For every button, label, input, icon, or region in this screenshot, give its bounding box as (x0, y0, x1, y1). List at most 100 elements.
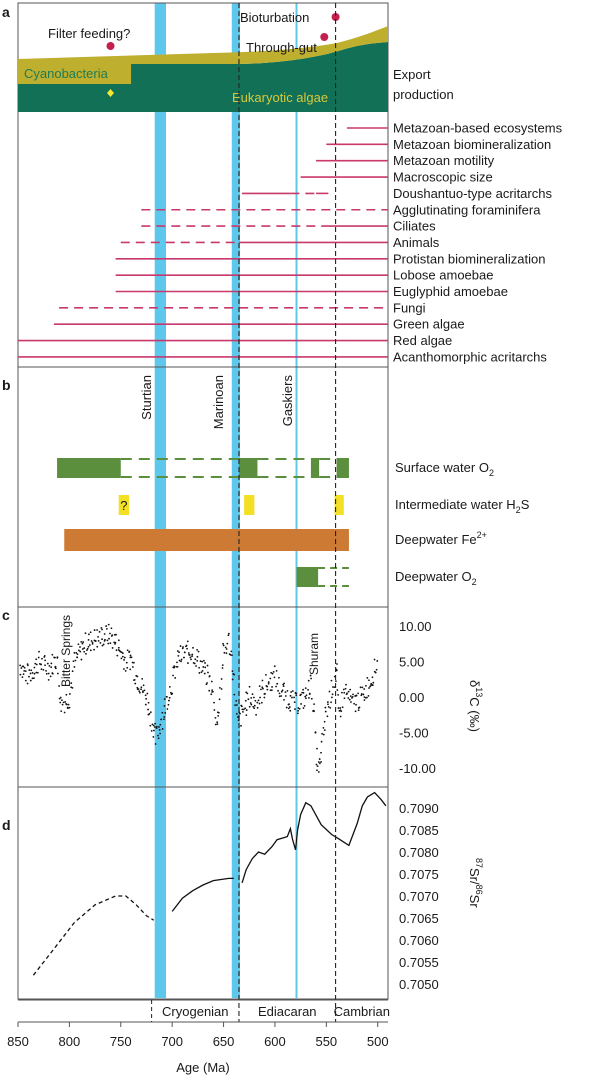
isotope-point (255, 713, 257, 716)
isotope-point (226, 642, 229, 645)
isotope-point (318, 758, 321, 760)
isotope-point (42, 668, 45, 671)
isotope-point (285, 706, 288, 709)
isotope-point (245, 691, 248, 694)
isotope-point (257, 699, 260, 702)
isotope-point (44, 659, 47, 662)
isotope-point (178, 659, 181, 662)
isotope-point (341, 691, 343, 694)
cyanobacteria-lower-area (18, 64, 132, 84)
isotope-point (144, 694, 147, 697)
isotope-point (310, 697, 313, 700)
sr-curve-ediacaran (241, 791, 387, 883)
isotope-point (140, 686, 143, 689)
isotope-point (31, 677, 34, 680)
eukaryotic-algae-label: Eukaryotic algae (232, 90, 328, 105)
isotope-point (120, 657, 123, 660)
isotope-point (68, 693, 71, 695)
isotope-point (64, 701, 67, 703)
isotope-point (242, 708, 245, 711)
isotope-point (375, 668, 378, 671)
isotope-point (302, 688, 305, 691)
isotope-point (152, 724, 155, 727)
isotope-point (71, 686, 74, 689)
isotope-point (275, 685, 277, 688)
isotope-point (340, 710, 343, 713)
isotope-point (327, 705, 330, 708)
isotope-point (100, 626, 103, 629)
isotope-point (259, 696, 262, 699)
isotope-point (291, 696, 293, 699)
dot-label-1: Bioturbation (240, 10, 309, 25)
isotope-point (256, 701, 259, 704)
isotope-point (91, 642, 94, 645)
figure-overlay-layer: a b c d (2, 3, 337, 1022)
isotope-point (27, 664, 29, 667)
isotope-point (145, 697, 148, 700)
isotope-point (138, 690, 141, 693)
isotope-point (304, 695, 307, 698)
isotope-point (176, 661, 178, 664)
isotope-point (148, 712, 151, 715)
isotope-point (176, 665, 179, 668)
sr-curve-dashed (32, 895, 155, 976)
isotope-point (277, 689, 279, 692)
isotope-point (22, 673, 25, 675)
isotope-point (270, 671, 273, 674)
d-ytick-label: 0.7090 (399, 801, 439, 816)
isotope-point (254, 699, 257, 702)
isotope-point (353, 702, 356, 705)
glaciation-name-gaskiers: Gaskiers (280, 375, 295, 427)
isotope-point (320, 751, 322, 754)
isotope-point (147, 708, 149, 711)
label-fragment: Deepwater O (395, 569, 472, 584)
isotope-point (327, 703, 329, 706)
isotope-point (171, 692, 174, 695)
isotope-point (45, 672, 48, 675)
isotope-point (33, 672, 36, 675)
range-label: Euglyphid amoebae (393, 284, 508, 299)
label-fragment: δ (467, 680, 482, 687)
glaciation-name-marinoan: Marinoan (211, 375, 226, 429)
isotope-point (318, 762, 321, 765)
c-ytick-label: 0.00 (399, 690, 424, 705)
isotope-point (89, 631, 92, 634)
isotope-point (96, 629, 98, 631)
isotope-point (328, 690, 331, 693)
isotope-point (315, 763, 318, 766)
isotope-point (20, 667, 23, 669)
isotope-point (93, 629, 96, 631)
export-label-line1: Export (393, 67, 431, 82)
isotope-point (316, 765, 319, 768)
d-ytick-label: 0.7050 (399, 977, 439, 992)
isotope-point (286, 689, 289, 692)
isotope-point (233, 673, 236, 676)
export-label-line2: production (393, 87, 454, 102)
x-tick-label: 500 (367, 1034, 389, 1049)
isotope-point (242, 711, 244, 713)
isotope-point (152, 736, 155, 738)
isotope-point (307, 688, 309, 691)
isotope-point (56, 672, 59, 675)
isotope-point (335, 680, 337, 683)
isotope-point (141, 677, 144, 680)
isotope-point (167, 703, 170, 706)
isotope-point (297, 709, 300, 712)
panel-d-frame (17, 786, 389, 1000)
sr-curve-cryogenian (171, 877, 234, 912)
isotope-point (63, 711, 66, 714)
isotope-point (109, 632, 111, 635)
isotope-point (245, 709, 248, 711)
isotope-point (201, 660, 204, 663)
figure-base-layer (17, 2, 389, 1000)
isotope-point (337, 693, 340, 696)
label-fragment: 2 (489, 468, 494, 478)
isotope-point (94, 640, 97, 642)
isotope-point (178, 651, 180, 654)
isotope-point (291, 690, 294, 692)
isotope-point (147, 701, 150, 704)
isotope-point (198, 672, 201, 674)
isotope-point (107, 623, 110, 626)
isotope-point (81, 648, 84, 650)
